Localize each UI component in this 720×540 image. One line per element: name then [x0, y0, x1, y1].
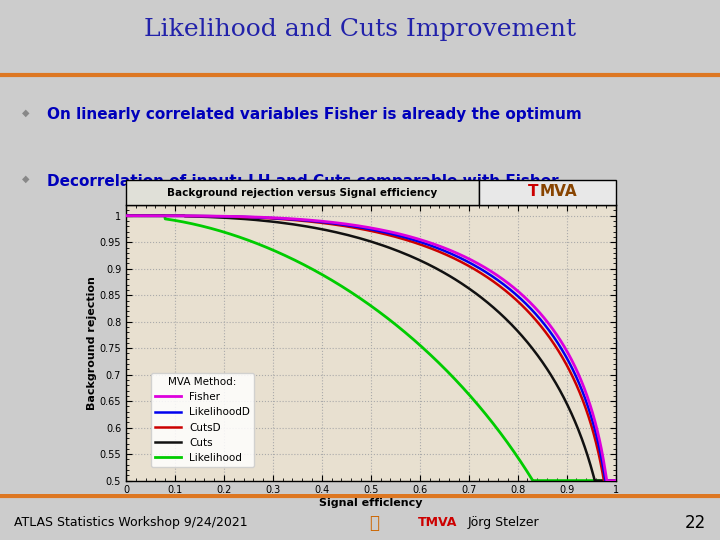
Likelihood — [513, 453, 521, 459]
Cuts — [503, 318, 512, 324]
Likelihood — [171, 218, 180, 224]
Fisher — [611, 477, 620, 484]
CutsD — [122, 213, 130, 219]
CutsD — [513, 297, 521, 303]
CutsD — [337, 222, 346, 229]
CutsD — [611, 477, 620, 484]
LikelihoodD — [458, 255, 467, 262]
Cuts — [171, 213, 180, 219]
Line: LikelihoodD: LikelihoodD — [126, 216, 616, 481]
LikelihoodD — [611, 477, 620, 484]
LikelihoodD — [337, 221, 346, 228]
Text: ◆: ◆ — [22, 107, 29, 117]
Fisher — [513, 287, 521, 293]
LikelihoodD — [503, 285, 512, 291]
CutsD — [458, 259, 467, 266]
Line: CutsD: CutsD — [126, 216, 616, 481]
LikelihoodD — [122, 213, 130, 219]
Fisher — [503, 280, 512, 286]
CutsD — [600, 477, 608, 484]
Cuts — [458, 281, 467, 287]
Line: Cuts: Cuts — [126, 216, 616, 481]
Line: Fisher: Fisher — [126, 216, 616, 481]
Cuts — [337, 230, 346, 237]
LikelihoodD — [601, 477, 610, 484]
Cuts — [122, 213, 130, 219]
Text: On linearly correlated variables Fisher is already the optimum: On linearly correlated variables Fisher … — [47, 107, 582, 123]
Line: Likelihood: Likelihood — [126, 216, 616, 481]
Text: 22: 22 — [684, 514, 706, 531]
Text: Decorrelation of input: LH and Cuts comparable with Fisher: Decorrelation of input: LH and Cuts comp… — [47, 174, 559, 189]
Cuts — [320, 226, 328, 233]
Cuts — [513, 327, 521, 333]
LikelihoodD — [320, 219, 328, 226]
Likelihood — [529, 477, 538, 484]
Text: 🏃: 🏃 — [369, 514, 379, 531]
LikelihoodD — [513, 292, 521, 298]
Text: Background rejection versus Signal efficiency: Background rejection versus Signal effic… — [167, 188, 437, 198]
X-axis label: Signal efficlency: Signal efficlency — [319, 498, 423, 508]
Cuts — [590, 477, 599, 484]
Fisher — [122, 213, 130, 219]
Fisher — [458, 252, 467, 259]
Text: MVA: MVA — [540, 185, 577, 199]
Y-axis label: Background rejection: Background rejection — [86, 276, 96, 410]
CutsD — [503, 289, 512, 296]
CutsD — [171, 213, 180, 219]
Likelihood — [337, 283, 346, 289]
LikelihoodD — [171, 213, 180, 219]
Text: Likelihood and Cuts Improvement: Likelihood and Cuts Improvement — [144, 18, 576, 41]
Cuts — [611, 477, 620, 484]
Likelihood — [611, 477, 620, 484]
Text: TMVA: TMVA — [418, 516, 457, 529]
Likelihood — [320, 273, 328, 279]
Fisher — [320, 218, 328, 225]
Text: ATLAS Statistics Workshop 9/24/2021: ATLAS Statistics Workshop 9/24/2021 — [14, 516, 248, 529]
Likelihood — [122, 213, 130, 219]
CutsD — [320, 220, 328, 226]
Fisher — [171, 213, 180, 219]
Fisher — [337, 220, 346, 227]
Legend: Fisher, LikelihoodD, CutsD, Cuts, Likelihood: Fisher, LikelihoodD, CutsD, Cuts, Likeli… — [150, 373, 254, 467]
FancyBboxPatch shape — [479, 180, 616, 205]
Text: Jörg Stelzer: Jörg Stelzer — [468, 516, 539, 529]
Text: ◆: ◆ — [22, 174, 29, 184]
Fisher — [603, 477, 611, 484]
FancyBboxPatch shape — [126, 180, 479, 205]
Likelihood — [458, 384, 467, 390]
Text: T: T — [528, 185, 538, 199]
Likelihood — [503, 440, 512, 446]
